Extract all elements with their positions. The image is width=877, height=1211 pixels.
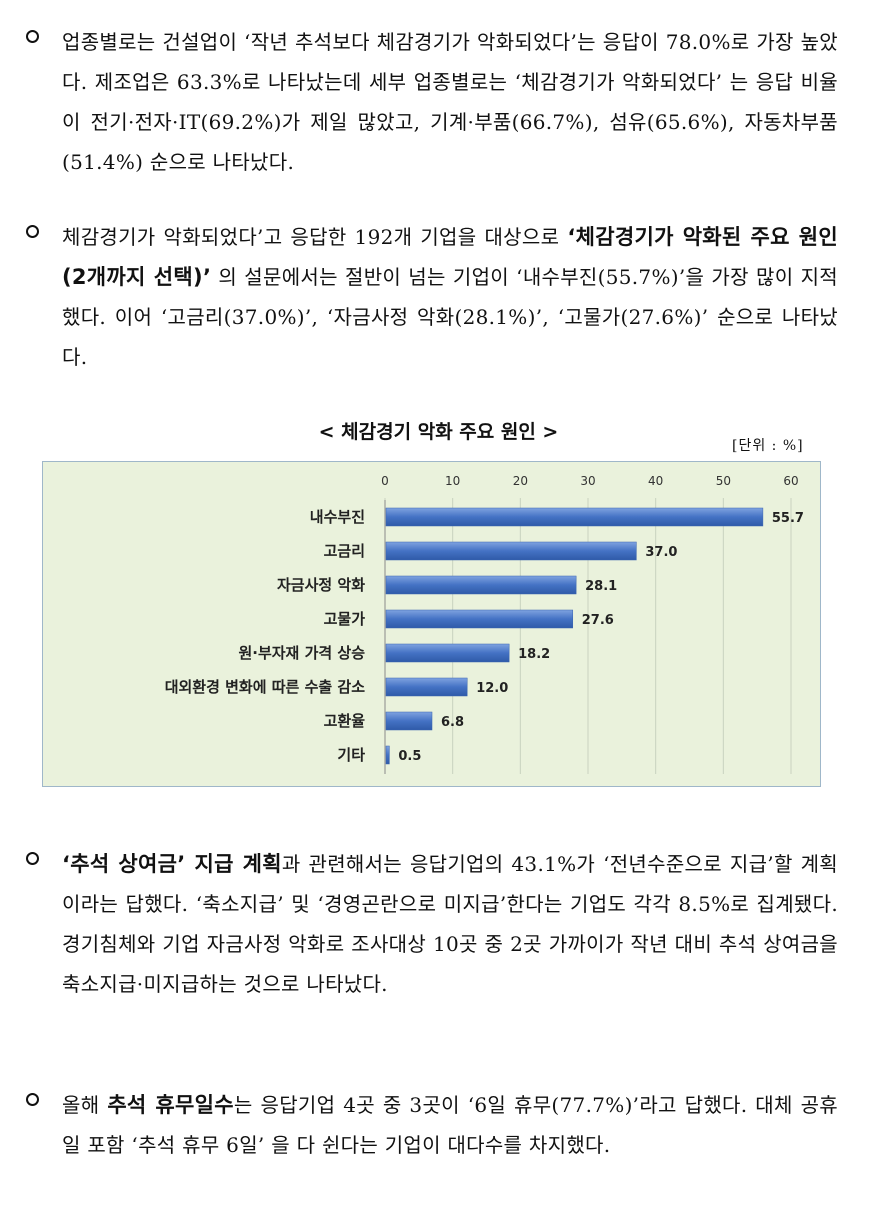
x-tick-label: 30 xyxy=(580,474,595,488)
x-tick-label: 50 xyxy=(716,474,731,488)
data-label: 0.5 xyxy=(398,749,421,764)
bar xyxy=(385,575,577,595)
body-text: 체감경기가 악화되었다’고 응답한 192개 기업을 대상으로 xyxy=(62,225,568,249)
chart-title: < 체감경기 악화 주요 원인 > xyxy=(318,421,559,443)
paragraph-holiday: 올해 추석 휴무일수는 응답기업 4곳 중 3곳이 ‘6일 휴무(77.7%)’… xyxy=(26,1085,838,1165)
category-label: 기타 xyxy=(337,746,365,764)
x-tick-label: 0 xyxy=(381,474,389,488)
data-label: 6.8 xyxy=(441,715,464,730)
bar xyxy=(385,507,764,527)
category-label: 고물가 xyxy=(324,610,366,628)
body-text: 올해 xyxy=(62,1093,108,1117)
bar xyxy=(385,745,390,765)
data-label: 18.2 xyxy=(518,647,550,662)
x-tick-label: 40 xyxy=(648,474,663,488)
category-label: 원·부자재 가격 상승 xyxy=(238,644,365,662)
paragraph-causes: 체감경기가 악화되었다’고 응답한 192개 기업을 대상으로 ‘체감경기가 악… xyxy=(26,217,838,377)
bar xyxy=(385,643,510,663)
paragraph-text: ‘추석 상여금’ 지급 계획과 관련해서는 응답기업의 43.1%가 ‘전년수준… xyxy=(62,844,838,1004)
data-label: 28.1 xyxy=(585,579,617,594)
emphasis-text: ‘체감경기가 악화된 주요 원인 xyxy=(567,225,838,249)
data-label: 37.0 xyxy=(645,545,677,560)
category-label: 고환율 xyxy=(324,712,366,730)
bullet-circle-icon xyxy=(26,852,39,865)
emphasis-text: (2개까지 선택) xyxy=(62,265,203,289)
bullet-circle-icon xyxy=(26,1093,39,1106)
x-tick-label: 20 xyxy=(513,474,528,488)
body-text: 업종별로는 건설업이 ‘작년 추석보다 체감경기가 악화되었다’는 응답이 78… xyxy=(62,30,838,174)
x-tick-label: 60 xyxy=(783,474,798,488)
category-label: 내수부진 xyxy=(310,508,365,526)
body-text: 는 응답기업 4곳 중 3곳이 ‘6일 휴무(77.7%)’라고 답했다. 대체… xyxy=(62,1093,838,1157)
bar-chart: 0 10 20 30 40 50 60 내수부진 55.7 고금리 37.0 자금사정 악화 28.1 고… xyxy=(42,461,821,787)
bar-chart-svg: 0 10 20 30 40 50 60 내수부진 55.7 고금리 37.0 자금사정 악화 28.1 고… xyxy=(165,474,804,774)
body-text: 의 설문에서는 절반이 넘는 기업이 ‘내수부진(55.7%)’을 가장 많이 … xyxy=(62,265,838,369)
data-label: 27.6 xyxy=(582,613,614,628)
emphasis-text: ‘추석 상여금’ 지급 계획 xyxy=(62,852,282,876)
bullet-circle-icon xyxy=(26,225,39,238)
emphasis-text: ’ xyxy=(202,265,212,289)
bar xyxy=(385,711,433,731)
bar xyxy=(385,609,574,629)
body-text: 과 관련해서는 응답기업의 43.1%가 ‘전년수준으로 지급’할 계획이라는 … xyxy=(62,852,838,996)
category-label: 자금사정 악화 xyxy=(277,576,365,594)
x-tick-label: 10 xyxy=(445,474,460,488)
paragraph-industry: 업종별로는 건설업이 ‘작년 추석보다 체감경기가 악화되었다’는 응답이 78… xyxy=(26,22,838,182)
paragraph-bonus: ‘추석 상여금’ 지급 계획과 관련해서는 응답기업의 43.1%가 ‘전년수준… xyxy=(26,844,838,1004)
emphasis-text: 추석 휴무일수 xyxy=(107,1093,234,1117)
paragraph-text: 올해 추석 휴무일수는 응답기업 4곳 중 3곳이 ‘6일 휴무(77.7%)’… xyxy=(62,1085,838,1165)
category-label: 고금리 xyxy=(324,542,365,560)
paragraph-text: 업종별로는 건설업이 ‘작년 추석보다 체감경기가 악화되었다’는 응답이 78… xyxy=(62,22,838,182)
bar xyxy=(385,677,468,697)
category-label: 대외환경 변화에 따른 수출 감소 xyxy=(165,678,365,696)
data-label: 12.0 xyxy=(476,681,508,696)
bullet-circle-icon xyxy=(26,30,39,43)
bar xyxy=(385,541,637,561)
data-label: 55.7 xyxy=(772,511,804,526)
paragraph-text: 체감경기가 악화되었다’고 응답한 192개 기업을 대상으로 ‘체감경기가 악… xyxy=(62,217,838,377)
chart-unit: [단위 : %] xyxy=(732,438,804,454)
